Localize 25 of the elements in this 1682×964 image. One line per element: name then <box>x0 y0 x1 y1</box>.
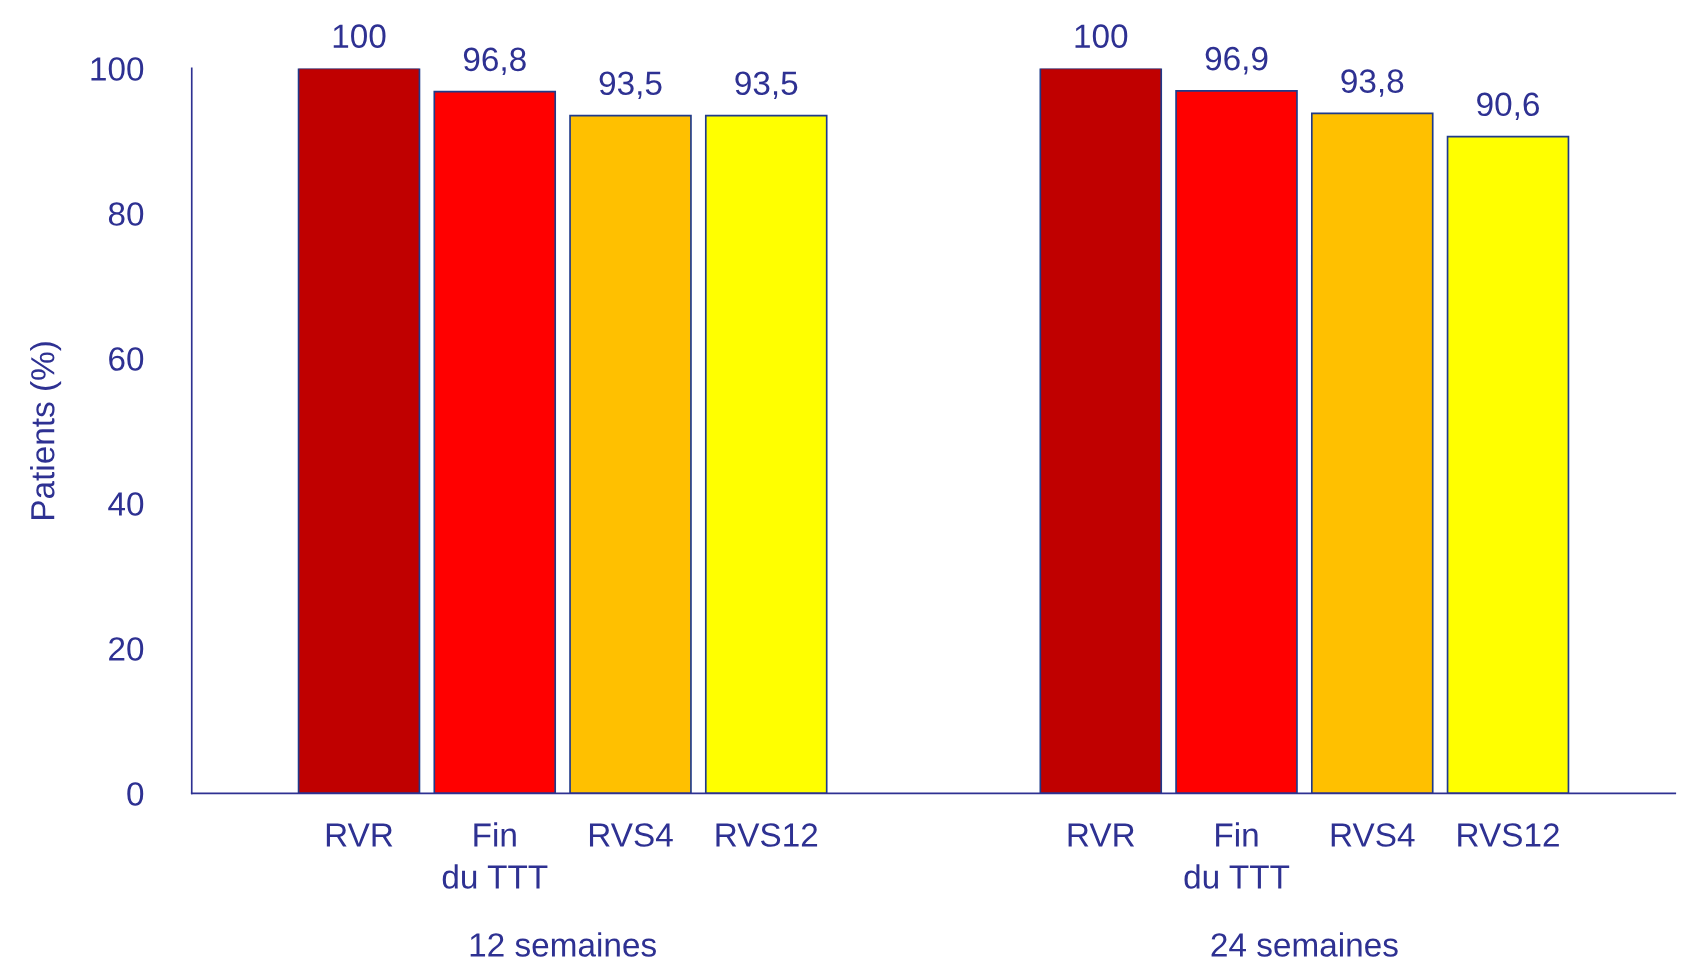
text: Fin du TTT <box>1184 822 1290 889</box>
text: RVS12 <box>1458 823 1559 847</box>
series-label: RVS4 <box>589 823 673 847</box>
data-label: 93,5 <box>735 71 798 100</box>
data-label: 90,6 <box>1477 92 1539 121</box>
y-tick-label: 0 <box>127 782 144 806</box>
text: RVR <box>1068 823 1135 847</box>
series-label: RVS12 <box>716 823 818 847</box>
data-label: 93,5 <box>599 71 662 100</box>
data-label: 93,8 <box>1341 69 1404 97</box>
x-tick-label: 12 semaines <box>470 932 656 957</box>
y-tick-label: 60 <box>109 347 144 371</box>
data-label: 100 <box>333 24 386 48</box>
y-axis-title: Patients (%) <box>30 342 62 519</box>
series-label: Fin du TTT <box>442 822 548 889</box>
y-tick-label: 100 <box>91 57 144 81</box>
y-tick-label: 80 <box>108 202 144 226</box>
y-tick-label: 40 <box>108 492 144 516</box>
series-label: RVR <box>326 823 393 847</box>
y-tick-label: 20 <box>109 637 144 661</box>
data-label: 100 <box>1075 24 1128 48</box>
x-tick-label: 24 semaines <box>1211 932 1398 957</box>
text: RVS4 <box>1331 823 1415 847</box>
data-label: 96,9 <box>1205 46 1268 75</box>
data-label: 96,8 <box>463 47 526 76</box>
